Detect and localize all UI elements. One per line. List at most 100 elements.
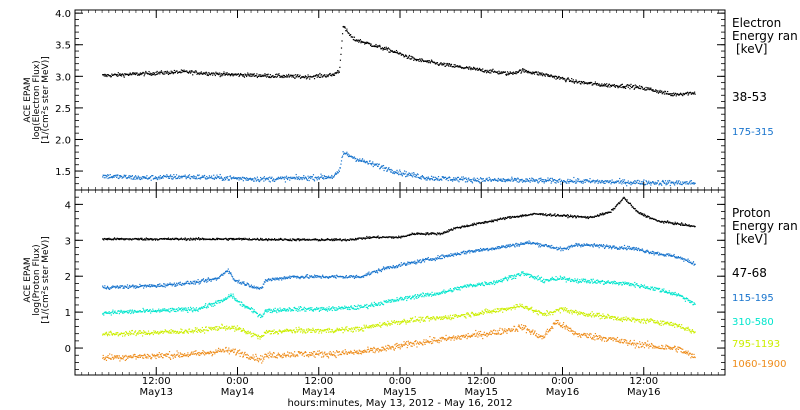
data-point [595,83,597,85]
data-point [427,258,429,260]
data-point [309,175,311,178]
data-point [508,245,510,247]
data-point [619,202,621,205]
data-point [345,240,347,242]
data-point [113,237,116,239]
data-point [105,175,108,177]
data-point [653,182,655,184]
data-point [545,180,547,182]
data-point [334,172,337,174]
data-point [297,276,299,278]
data-point [521,243,523,245]
data-point [151,73,153,76]
data-point [276,73,278,75]
data-point [667,220,669,222]
data-point [199,280,201,283]
data-point [208,302,211,304]
data-point [340,53,342,55]
data-point [415,233,418,235]
data-point [397,237,399,239]
data-point [670,93,673,95]
data-point [428,177,430,179]
data-point [610,85,613,87]
data-point [476,67,478,69]
data-point [253,180,255,182]
data-point [255,312,257,314]
data-point [380,270,382,273]
data-point [227,238,229,240]
data-point [237,280,240,282]
data-point [138,176,140,178]
data-point [643,88,645,90]
data-point [607,245,609,247]
data-point [425,179,427,181]
data-point [689,225,691,228]
data-point [112,239,115,241]
data-point [568,180,571,183]
data-point [386,266,388,268]
data-point [420,59,422,62]
data-point [652,89,654,91]
data-point [399,171,401,173]
data-point [158,310,160,312]
data-point [250,308,252,310]
data-point [216,174,218,176]
data-point [566,247,568,249]
data-point [242,176,244,178]
data-point [342,151,344,153]
data-point [138,239,140,241]
data-point [510,178,512,180]
data-point [612,245,614,247]
data-point [651,89,653,91]
data-point [267,178,269,181]
data-point [104,75,106,77]
data-point [565,81,567,83]
data-point [644,183,647,186]
data-point [348,32,350,35]
data-point [243,281,245,283]
data-point [270,239,273,241]
data-point [167,310,170,312]
data-point [256,238,258,240]
data-point [436,179,439,181]
data-point [327,75,329,78]
data-point [263,283,265,285]
data-point [586,82,588,84]
data-point [413,57,415,59]
data-point [524,215,526,217]
data-point [202,279,204,281]
data-point [238,279,240,281]
data-point [595,84,598,86]
data-point [326,239,328,241]
data-point [488,71,490,73]
data-point [215,176,217,179]
data-point [463,253,466,255]
data-point [509,71,511,73]
data-point [229,75,232,77]
data-point [423,177,425,179]
data-point [447,256,449,258]
data-point [260,316,262,319]
data-point [187,280,189,283]
data-point [658,183,661,185]
data-point [674,221,676,223]
data-point [641,86,643,89]
data-point [599,213,601,215]
data-point [359,39,361,41]
data-point [602,181,604,184]
data-point [676,180,678,182]
data-point [198,73,200,76]
data-point [129,74,131,76]
data-point [403,173,405,175]
data-point [171,285,173,287]
data-point [224,179,227,181]
data-point [443,257,446,259]
data-point [669,221,671,223]
data-point [122,310,124,312]
data-point [601,214,603,216]
data-point [550,213,552,215]
data-point [459,226,461,228]
data-point [327,277,330,279]
data-point [333,73,335,75]
